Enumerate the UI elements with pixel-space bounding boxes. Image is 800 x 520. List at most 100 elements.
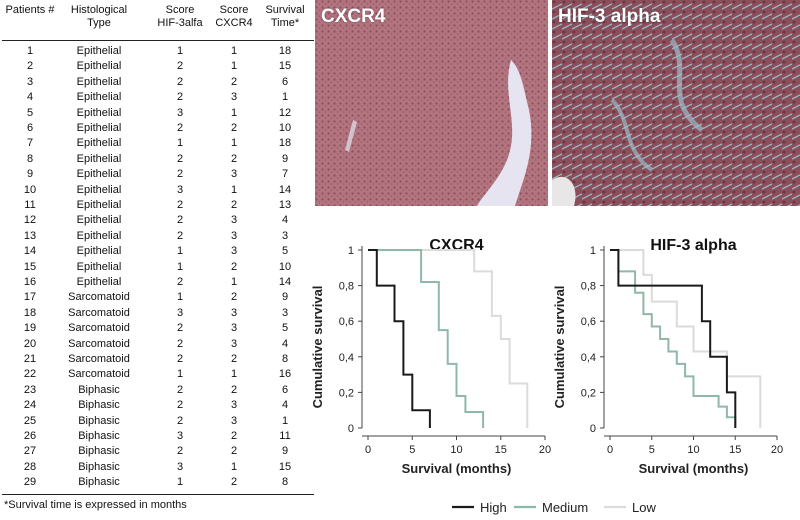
series-medium-line — [610, 249, 737, 428]
y-tick-label: 0,4 — [339, 352, 354, 364]
series-low-line — [610, 249, 762, 428]
table-row: 29 Biphasic 1 2 8 — [2, 475, 314, 490]
hif3-staining-image: HIF-3 alpha — [552, 0, 800, 206]
table-cell: 3 — [230, 214, 238, 227]
table-cell: 2 — [230, 122, 238, 134]
table-row: 23 Biphasic 2 2 6 — [2, 383, 314, 398]
y-tick-label: 0,6 — [581, 316, 596, 328]
table-row: 7 Epithelial 1 1 18 — [2, 136, 314, 151]
header-histological-l2: Type — [87, 16, 111, 29]
table-cell: 12 — [278, 106, 292, 119]
table-cell: 1 — [26, 45, 34, 57]
table-row: 14 Epithelial 1 3 5 — [2, 244, 314, 259]
table-cell: 3 — [230, 414, 238, 427]
table-cell: 25 — [23, 414, 37, 427]
table-cell: Epithelial — [76, 60, 122, 73]
table-row: 28 Biphasic 3 1 15 — [2, 460, 314, 475]
y-axis-label: Cumulative survival — [552, 286, 567, 409]
table-cell: 3 — [230, 322, 238, 335]
table-cell: 9 — [281, 445, 289, 458]
table-cell: 26 — [23, 430, 37, 442]
table-cell: 1 — [230, 106, 238, 119]
chart-title: CXCR4 — [429, 237, 483, 254]
table-cell: 16 — [23, 276, 37, 288]
table-cell: 2 — [230, 260, 238, 273]
table-cell: 2 — [176, 152, 184, 165]
table-cell: 2 — [176, 445, 184, 458]
table-cell: 3 — [281, 229, 289, 242]
table-row: 21 Sarcomatoid 2 2 8 — [2, 352, 314, 367]
y-tick-label: 0,8 — [581, 281, 596, 293]
cxcr4-micrograph — [315, 0, 548, 206]
cxcr4-image-label: CXCR4 — [321, 6, 386, 27]
table-cell: 13 — [23, 229, 37, 242]
table-row: 11 Epithelial 2 2 13 — [2, 198, 314, 213]
table-cell: 3 — [230, 399, 238, 412]
table-row: 6 Epithelial 2 2 10 — [2, 121, 314, 136]
table-cell: Epithelial — [76, 199, 122, 211]
table-row: 3 Epithelial 2 2 6 — [2, 75, 314, 90]
table-cell: 13 — [278, 199, 292, 211]
table-cell: 2 — [176, 229, 184, 242]
y-axis-label: Cumulative survival — [310, 286, 325, 409]
y-tick-label: 0 — [348, 423, 354, 435]
table-cell: 1 — [281, 414, 289, 427]
table-cell: 5 — [26, 106, 34, 119]
y-tick-label: 0,8 — [339, 281, 354, 293]
table-cell: Sarcomatoid — [68, 306, 130, 319]
legend-label-low: Low — [632, 500, 656, 515]
header-score-cxcr4-l2: CXCR4 — [215, 16, 253, 29]
table-cell: 22 — [23, 368, 37, 381]
series-medium-line — [368, 249, 485, 428]
table-cell: 3 — [230, 91, 238, 104]
x-tick-label: 5 — [649, 444, 655, 456]
table-cell: 1 — [176, 45, 184, 57]
table-cell: 9 — [281, 152, 289, 165]
table-cell: 7 — [281, 168, 289, 181]
table-cell: 2 — [26, 60, 34, 73]
table-cell: 4 — [281, 337, 289, 350]
table-cell: 1 — [176, 476, 184, 489]
table-row: 2 Epithelial 2 1 15 — [2, 59, 314, 74]
table-row: 1 Epithelial 1 1 18 — [2, 44, 314, 59]
table-cell: 2 — [230, 430, 238, 442]
table-cell: 28 — [23, 460, 37, 473]
table-cell: 5 — [281, 322, 289, 335]
table-cell: Epithelial — [76, 106, 122, 119]
table-cell: 3 — [281, 306, 289, 319]
y-tick-label: 0,6 — [339, 316, 354, 328]
table-row: 10 Epithelial 3 1 14 — [2, 183, 314, 198]
x-axis-label: Survival (months) — [639, 461, 749, 476]
table-cell: 3 — [230, 245, 238, 258]
table-row: 16 Epithelial 2 1 14 — [2, 275, 314, 290]
table-cell: 6 — [281, 383, 289, 396]
x-tick-label: 15 — [495, 444, 507, 456]
table-row: 8 Epithelial 2 2 9 — [2, 152, 314, 167]
header-score-cxcr4-l1: Score — [219, 4, 249, 16]
hif3-micrograph — [552, 0, 800, 206]
header-histological-l1: Histological — [70, 4, 128, 16]
table-cell: Biphasic — [78, 430, 120, 442]
table-cell: 2 — [230, 476, 238, 489]
table-row: 25 Biphasic 2 3 1 — [2, 414, 314, 429]
table-cell: 17 — [23, 291, 37, 304]
table-cell: Epithelial — [76, 91, 122, 104]
table-cell: Epithelial — [76, 214, 122, 227]
table-cell: 12 — [23, 214, 37, 227]
x-tick-label: 20 — [539, 444, 551, 456]
table-cell: Epithelial — [76, 152, 122, 165]
table-cell: 3 — [176, 306, 184, 319]
header-patients: Patients # — [2, 4, 58, 17]
table-cell: 1 — [176, 291, 184, 304]
y-tick-label: 1 — [590, 245, 596, 257]
footnote: *Survival time is expressed in months — [4, 499, 187, 511]
y-tick-label: 1 — [348, 245, 354, 257]
table-cell: 2 — [230, 152, 238, 165]
table-cell: 2 — [176, 383, 184, 396]
header-patients-text: Patients # — [5, 4, 55, 16]
table-cell: 2 — [176, 214, 184, 227]
table-cell: Biphasic — [78, 460, 120, 473]
x-tick-label: 15 — [729, 444, 741, 456]
header-score-hif-l1: Score — [165, 4, 195, 16]
